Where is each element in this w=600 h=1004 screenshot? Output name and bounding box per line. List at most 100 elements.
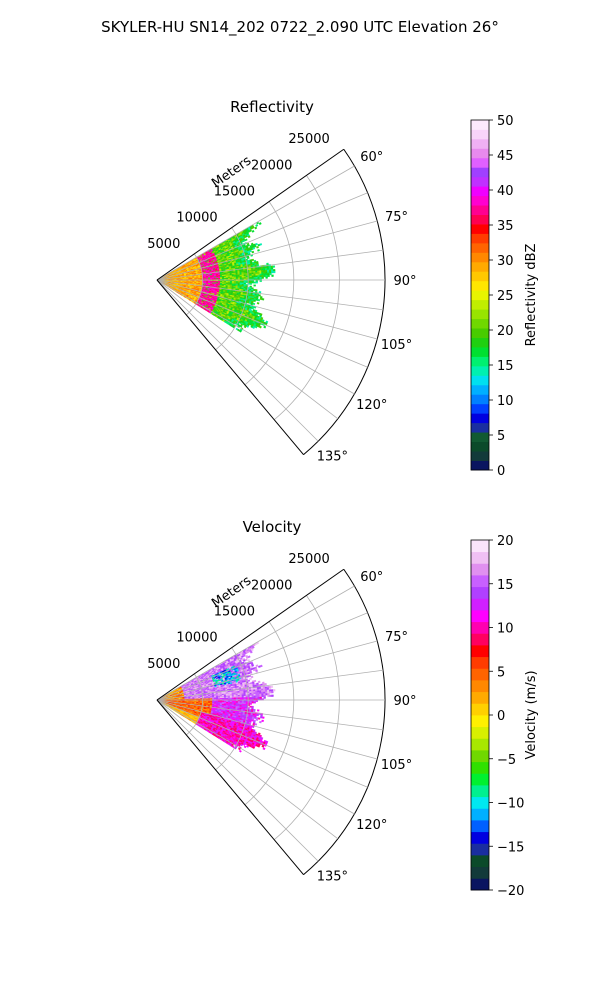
colorbar-tick-label: 30 [497, 254, 514, 269]
colorbar-segment [471, 196, 489, 206]
echo-cell [226, 281, 228, 282]
echo-cell [236, 278, 238, 279]
echo-cell [264, 275, 266, 277]
echo-cell [246, 277, 248, 278]
echo-cell [273, 271, 275, 273]
colorbar-segment [471, 442, 489, 452]
colorbar-segment [471, 328, 489, 338]
echo-cell [254, 273, 256, 275]
colorbar-segment [471, 186, 489, 196]
echo-cell [256, 246, 258, 248]
echo-cell [252, 259, 254, 261]
echo-cell [252, 277, 254, 279]
colorbar-segment [471, 262, 489, 272]
echo-cell [250, 274, 252, 276]
echo-cell [250, 271, 252, 273]
echo-cell [222, 277, 224, 278]
colorbar-segment [471, 366, 489, 376]
echo-cell [252, 230, 255, 232]
echo-cell [222, 282, 224, 283]
colorbar-tick-label: 10 [497, 394, 514, 409]
echo-cell [232, 278, 234, 279]
colorbar-tick-label: 20 [497, 324, 514, 339]
echo-cell [253, 289, 255, 291]
echo-cell [260, 275, 262, 277]
echo-cell [244, 277, 246, 278]
panel-title: Reflectivity [230, 98, 314, 116]
colorbar-segment [471, 300, 489, 310]
radial-tick-label: 25000 [288, 132, 329, 147]
echo-cell [254, 300, 256, 302]
echo-cell [230, 278, 232, 279]
echo-cell [264, 326, 267, 329]
echo-cell [261, 270, 263, 272]
echo-cell [250, 277, 252, 278]
colorbar-segment [471, 319, 489, 329]
colorbar-segment [471, 394, 489, 404]
echo-cell [252, 251, 254, 253]
echo-cell [253, 271, 255, 273]
echo-cell [255, 243, 257, 245]
echo-cell [258, 275, 260, 277]
colorbar-segment [471, 281, 489, 291]
echo-cell [258, 272, 260, 274]
azimuth-tick-label: 135° [317, 449, 348, 464]
colorbar-segment [471, 234, 489, 244]
echo-cell [252, 274, 254, 276]
echo-cell [254, 277, 256, 279]
colorbar-tick-label: 25 [497, 289, 514, 304]
azimuth-tick-label: 120° [356, 398, 387, 413]
echo-cell [250, 286, 252, 288]
reflectivity-panel: Reflectivity500010000150002000025000Mete… [147, 98, 539, 479]
echo-cell [245, 239, 247, 241]
echo-cell [259, 222, 262, 225]
azimuth-gridline [157, 280, 377, 339]
echo-cell [261, 272, 263, 274]
echo-cell [262, 298, 264, 300]
colorbar-tick-label: 40 [497, 184, 514, 199]
echo-cell [259, 326, 262, 328]
echo-cell [259, 295, 261, 297]
echo-cell [228, 278, 230, 279]
echo-cell [236, 276, 238, 277]
colorbar-tick-label: 5 [497, 429, 505, 444]
echo-cell [244, 275, 246, 276]
colorbar-segment [471, 404, 489, 414]
echo-cell [262, 275, 264, 277]
colorbar-segment [471, 158, 489, 168]
echo-cell [250, 282, 252, 284]
echo-cell [255, 269, 257, 271]
colorbar-tick-label: 50 [497, 114, 514, 129]
colorbar-segment [471, 413, 489, 423]
colorbar-segment [471, 167, 489, 177]
echo-cell [273, 266, 275, 268]
echo-cell [244, 282, 246, 283]
echo-cell [262, 274, 264, 276]
colorbar-segment [471, 309, 489, 319]
colorbar-segment [471, 423, 489, 433]
echo-cell [256, 277, 258, 279]
colorbar-segment [471, 432, 489, 442]
echo-cell [260, 277, 262, 279]
colorbar-segment [471, 139, 489, 149]
colorbar-segment [471, 252, 489, 262]
echo-cell [250, 276, 252, 278]
echo-cell [254, 276, 256, 278]
echo-cell [255, 227, 258, 230]
azimuth-gridline [157, 280, 368, 367]
echo-cell [258, 274, 260, 276]
colorbar-label: Reflectivity dBZ [524, 244, 539, 347]
echo-cell [254, 282, 256, 284]
echo-cell [238, 278, 240, 279]
echo-cell [246, 276, 248, 277]
echo-cell [254, 285, 256, 287]
echo-cell [265, 270, 267, 272]
echo-cell [254, 274, 256, 276]
radial-tick-label: 10000 [176, 211, 217, 226]
colorbar-segment [471, 205, 489, 215]
echo-cell [258, 277, 260, 279]
echo-cell [238, 281, 240, 282]
